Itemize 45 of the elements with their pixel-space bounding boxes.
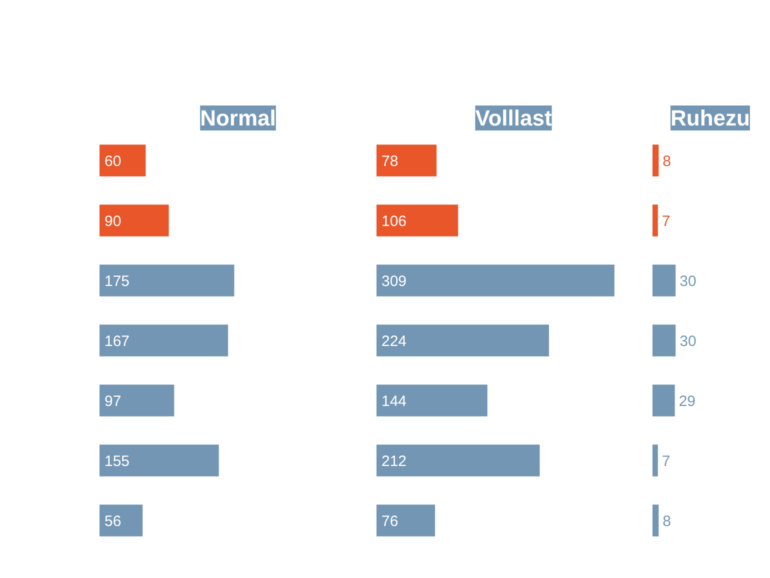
data-label: 155 <box>104 453 130 470</box>
bar <box>652 504 659 536</box>
data-label: 167 <box>104 333 130 350</box>
bar <box>100 384 174 416</box>
bar <box>100 264 234 296</box>
bar <box>100 204 169 236</box>
bar <box>652 444 658 476</box>
data-label: 212 <box>382 453 407 470</box>
bar <box>652 324 676 356</box>
data-label: 56 <box>104 513 122 530</box>
bar <box>376 504 436 536</box>
data-label: 90 <box>104 213 122 230</box>
bar <box>100 504 143 536</box>
bar <box>376 444 540 476</box>
data-label: 29 <box>678 393 696 410</box>
data-label: 175 <box>104 273 130 290</box>
bar <box>652 204 658 236</box>
data-label: 76 <box>382 513 398 530</box>
data-label: 106 <box>382 213 407 230</box>
data-label: 30 <box>680 273 696 290</box>
data-label: 8 <box>662 153 672 170</box>
bar <box>100 144 146 176</box>
data-label: 30 <box>680 333 696 350</box>
bar <box>652 264 676 296</box>
bar <box>376 204 458 236</box>
data-label: 144 <box>382 393 407 410</box>
bar <box>376 384 488 416</box>
data-label: 8 <box>662 513 672 530</box>
data-label: 7 <box>662 453 670 470</box>
bar <box>652 144 659 176</box>
bar <box>652 384 675 416</box>
bar <box>376 264 614 296</box>
data-label: 97 <box>104 393 122 410</box>
bar <box>376 144 437 176</box>
chart-title: Volllast <box>475 106 552 130</box>
data-label: 224 <box>382 333 407 350</box>
data-label: 7 <box>662 213 670 230</box>
data-label: 78 <box>382 153 398 170</box>
bar <box>100 324 228 356</box>
chart-title: Normal <box>200 106 276 130</box>
bar <box>376 324 549 356</box>
chart-title: Ruhezu <box>670 106 750 130</box>
bar <box>100 444 219 476</box>
data-label: 60 <box>104 153 122 170</box>
data-label: 309 <box>382 273 407 290</box>
